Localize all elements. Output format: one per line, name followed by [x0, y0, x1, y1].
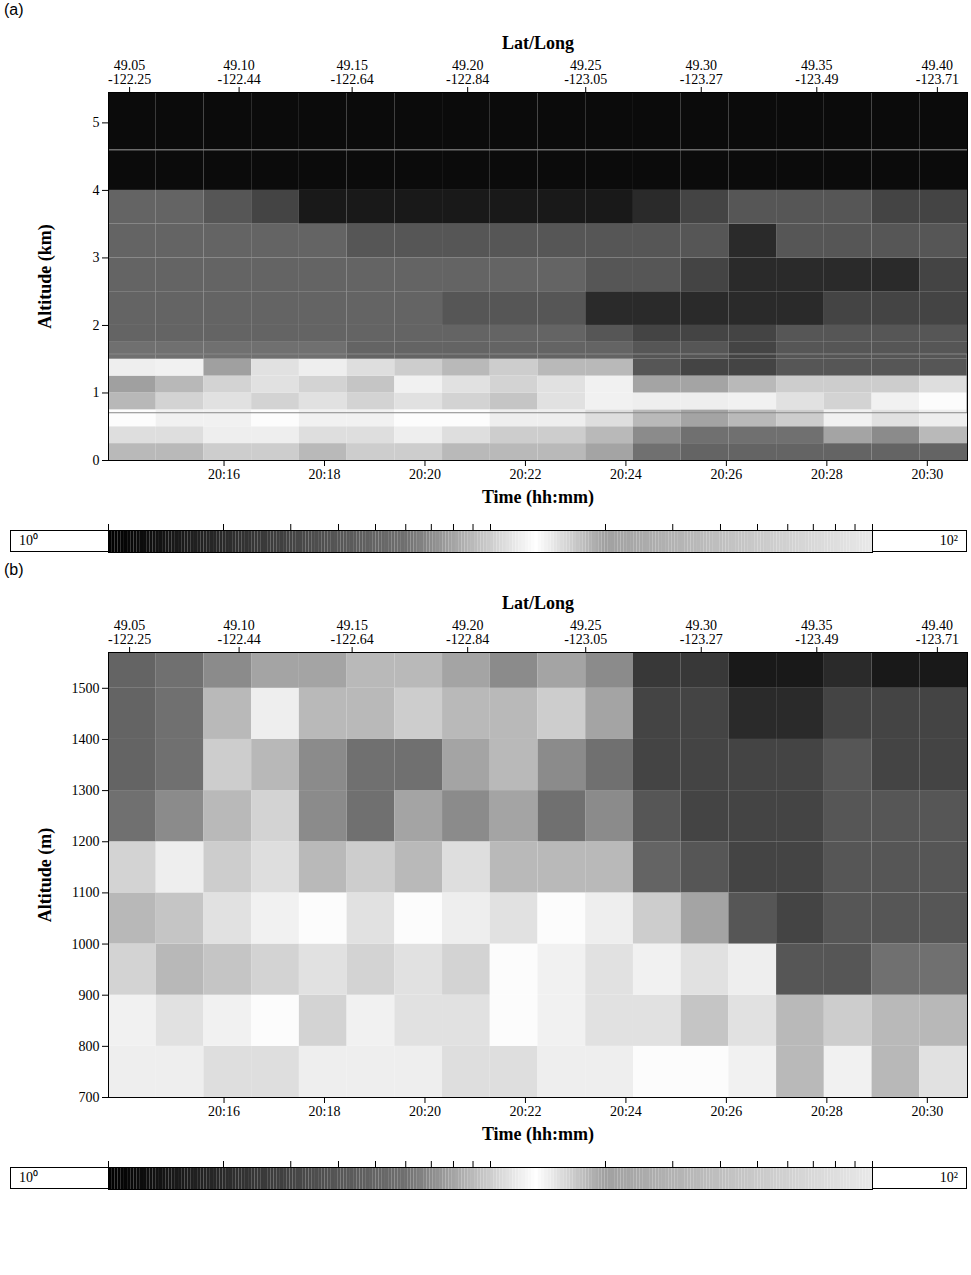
svg-text:20:22: 20:22 — [509, 1104, 541, 1119]
svg-text:20:24: 20:24 — [610, 1104, 642, 1119]
svg-text:Altitude (m): Altitude (m) — [35, 828, 56, 922]
html-text:(a): (a) — [4, 1, 24, 18]
svg-text:1300: 1300 — [72, 783, 100, 798]
svg-text:1500: 1500 — [72, 681, 100, 696]
svg-text:49.30-123.27: 49.30-123.27 — [680, 618, 723, 647]
svg-text:20:18: 20:18 — [309, 1104, 341, 1119]
svg-text:Altitude (km): Altitude (km) — [35, 224, 56, 329]
svg-text:20:16: 20:16 — [208, 1104, 240, 1119]
svg-text:20:16: 20:16 — [208, 467, 240, 482]
svg-text:1: 1 — [93, 385, 100, 400]
html-text:10²: 10² — [939, 533, 958, 548]
svg-text:49.35-123.49: 49.35-123.49 — [795, 618, 838, 647]
svg-text:49.10-122.44: 49.10-122.44 — [218, 58, 261, 87]
svg-text:1200: 1200 — [72, 834, 100, 849]
svg-text:49.05-122.25: 49.05-122.25 — [108, 618, 151, 647]
svg-text:49.30-123.27: 49.30-123.27 — [680, 58, 723, 87]
svg-text:49.20-122.84: 49.20-122.84 — [446, 58, 489, 87]
svg-text:49.10-122.44: 49.10-122.44 — [218, 618, 261, 647]
svg-text:20:24: 20:24 — [610, 467, 642, 482]
svg-text:49.20-122.84: 49.20-122.84 — [446, 618, 489, 647]
svg-text:Lat/Long: Lat/Long — [502, 33, 574, 53]
svg-text:20:22: 20:22 — [509, 467, 541, 482]
svg-text:20:26: 20:26 — [710, 1104, 742, 1119]
svg-text:20:20: 20:20 — [409, 467, 441, 482]
svg-text:49.25-123.05: 49.25-123.05 — [564, 58, 607, 87]
svg-text:Lat/Long: Lat/Long — [502, 593, 574, 613]
svg-text:800: 800 — [79, 1039, 100, 1054]
svg-text:1100: 1100 — [72, 885, 99, 900]
svg-text:49.15-122.64: 49.15-122.64 — [331, 618, 374, 647]
svg-text:Time (hh:mm): Time (hh:mm) — [482, 487, 594, 508]
svg-text:20:28: 20:28 — [811, 467, 843, 482]
svg-text:0: 0 — [93, 453, 100, 468]
svg-text:Time (hh:mm): Time (hh:mm) — [482, 1124, 594, 1145]
svg-text:20:28: 20:28 — [811, 1104, 843, 1119]
svg-text:1000: 1000 — [72, 937, 100, 952]
html-text:(b): (b) — [4, 561, 24, 578]
svg-text:20:20: 20:20 — [409, 1104, 441, 1119]
html-text:10²: 10² — [939, 1170, 958, 1185]
svg-text:49.15-122.64: 49.15-122.64 — [331, 58, 374, 87]
svg-text:900: 900 — [79, 988, 100, 1003]
svg-text:20:30: 20:30 — [911, 1104, 943, 1119]
svg-text:49.25-123.05: 49.25-123.05 — [564, 618, 607, 647]
html-text:10⁰: 10⁰ — [19, 1170, 38, 1185]
svg-text:20:26: 20:26 — [710, 467, 742, 482]
svg-text:4: 4 — [93, 183, 100, 198]
svg-text:49.35-123.49: 49.35-123.49 — [795, 58, 838, 87]
html-text:10⁰: 10⁰ — [19, 533, 38, 548]
svg-text:2: 2 — [93, 318, 100, 333]
svg-text:20:30: 20:30 — [911, 467, 943, 482]
svg-text:1400: 1400 — [72, 732, 100, 747]
svg-text:700: 700 — [79, 1090, 100, 1105]
svg-text:3: 3 — [93, 250, 100, 265]
svg-text:49.40-123.71: 49.40-123.71 — [916, 58, 959, 87]
svg-text:5: 5 — [93, 115, 100, 130]
svg-text:49.40-123.71: 49.40-123.71 — [916, 618, 959, 647]
svg-text:49.05-122.25: 49.05-122.25 — [108, 58, 151, 87]
svg-text:20:18: 20:18 — [309, 467, 341, 482]
